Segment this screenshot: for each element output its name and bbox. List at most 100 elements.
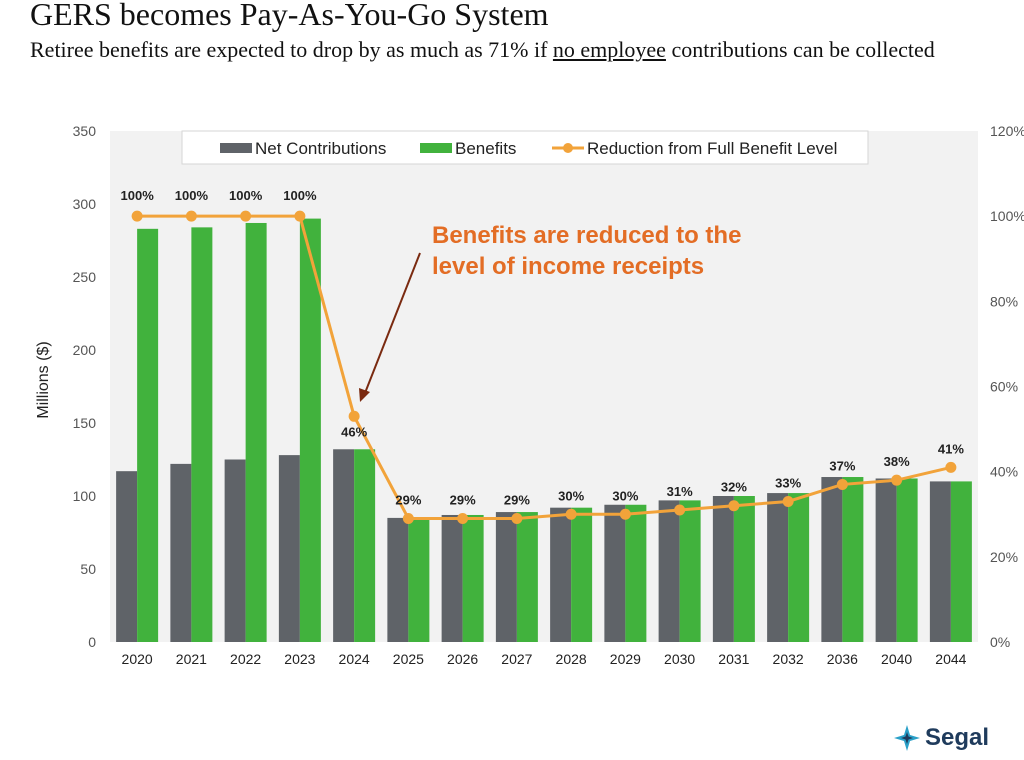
x-tick-label: 2026 (447, 651, 478, 667)
y2-tick-label: 20% (990, 549, 1018, 565)
bar-net-contributions (224, 459, 246, 642)
data-label-reduction: 46% (341, 424, 367, 439)
page-title: GERS becomes Pay-As-You-Go System (30, 0, 549, 32)
x-tick-label: 2023 (284, 651, 315, 667)
x-tick-label: 2032 (773, 651, 804, 667)
data-label-reduction: 29% (450, 493, 476, 508)
y2-tick-label: 80% (990, 293, 1018, 309)
x-tick-label: 2028 (556, 651, 587, 667)
reduction-line-marker (402, 513, 414, 525)
subtitle-text-start: Retiree benefits are expected to drop by… (30, 37, 553, 62)
reduction-line-marker (891, 474, 903, 486)
bar-benefits (137, 228, 159, 642)
annotation: Benefits are reduced to the level of inc… (359, 222, 741, 402)
legend-swatch-net-contributions (220, 143, 252, 153)
y-tick-label: 50 (80, 561, 96, 577)
subtitle-text-end: contributions can be collected (665, 37, 935, 62)
bar-benefits (842, 477, 864, 642)
bar-benefits (462, 514, 484, 642)
y-tick-label: 350 (73, 123, 97, 139)
y2-tick-label: 100% (990, 208, 1024, 224)
bar-net-contributions (658, 500, 680, 642)
data-label-reduction: 30% (558, 488, 584, 503)
bar-net-contributions (550, 507, 572, 642)
x-tick-label: 2040 (881, 651, 912, 667)
y-tick-label: 200 (73, 342, 97, 358)
bar-benefits (679, 500, 701, 642)
reduction-line-marker (511, 513, 523, 525)
reduction-line-marker (836, 478, 848, 490)
data-label-reduction: 41% (938, 441, 964, 456)
y-tick-label: 250 (73, 269, 97, 285)
x-tick-label: 2020 (122, 651, 153, 667)
bar-benefits (733, 496, 755, 642)
reduction-line-marker (674, 504, 686, 516)
data-label-reduction: 100% (229, 188, 263, 203)
reduction-line-marker (348, 410, 360, 422)
legend-label-net-contributions: Net Contributions (255, 139, 386, 158)
bar-benefits (245, 222, 267, 642)
y2-tick-label: 0% (990, 634, 1010, 650)
annotation-arrow (364, 252, 421, 394)
x-tick-label: 2022 (230, 651, 261, 667)
legend-swatch-benefits (420, 143, 452, 153)
y2-tick-label: 120% (990, 123, 1024, 139)
bar-benefits (191, 227, 213, 643)
bar-benefits (788, 493, 810, 642)
y2-tick-label: 40% (990, 464, 1018, 480)
bar-net-contributions (875, 478, 897, 642)
bar-net-contributions (441, 514, 463, 642)
x-tick-label: 2044 (935, 651, 966, 667)
y-tick-label: 0 (88, 634, 96, 650)
logo-text: Segal (925, 724, 990, 751)
reduction-line-marker (240, 210, 252, 222)
y-tick-label: 300 (73, 196, 97, 212)
reduction-line-marker (728, 500, 740, 512)
x-tick-label: 2024 (339, 651, 370, 667)
data-label-reduction: 33% (775, 475, 801, 490)
bar-benefits (408, 517, 430, 642)
data-label-reduction: 38% (884, 454, 910, 469)
bar-net-contributions (333, 449, 355, 642)
x-tick-label: 2021 (176, 651, 207, 667)
reduction-line-marker (294, 210, 306, 222)
bar-net-contributions (929, 481, 951, 642)
legend-swatch-reduction-marker (563, 143, 573, 153)
data-label-reduction: 31% (667, 484, 693, 499)
bar-benefits (516, 512, 538, 642)
data-label-reduction: 100% (175, 188, 209, 203)
reduction-line-marker (619, 508, 631, 520)
x-tick-label: 2027 (501, 651, 532, 667)
y-axis-title: Millions ($) (35, 341, 52, 418)
reduction-line-marker (185, 210, 197, 222)
x-tick-label: 2025 (393, 651, 424, 667)
data-label-reduction: 100% (283, 188, 317, 203)
annotation-arrowhead (359, 388, 370, 402)
x-tick-label: 2030 (664, 651, 695, 667)
bar-net-contributions (278, 455, 300, 642)
bar-net-contributions (821, 477, 843, 642)
legend: Net Contributions Benefits Reduction fro… (181, 130, 869, 165)
data-label-reduction: 30% (612, 488, 638, 503)
data-label-reduction: 29% (395, 493, 421, 508)
y2-tick-label: 60% (990, 379, 1018, 395)
annotation-text-line2: level of income receipts (432, 253, 704, 280)
legend-box (181, 130, 869, 165)
bar-net-contributions (170, 463, 192, 642)
x-tick-label: 2036 (827, 651, 858, 667)
bar-benefits (354, 449, 376, 642)
bar-net-contributions (712, 496, 734, 642)
bar-net-contributions (767, 493, 789, 642)
bar-net-contributions (495, 512, 517, 642)
star-logo-icon (894, 725, 920, 751)
y-tick-label: 150 (73, 415, 97, 431)
data-label-reduction: 100% (121, 188, 155, 203)
bar-benefits (625, 504, 647, 642)
bar-benefits (950, 481, 972, 642)
reduction-line-marker (782, 495, 794, 507)
subtitle-underlined-text: no employee (552, 37, 666, 62)
x-tick-label: 2029 (610, 651, 641, 667)
bar-benefits (571, 507, 593, 642)
bar-benefits (896, 478, 918, 642)
reduction-line-marker (565, 508, 577, 520)
